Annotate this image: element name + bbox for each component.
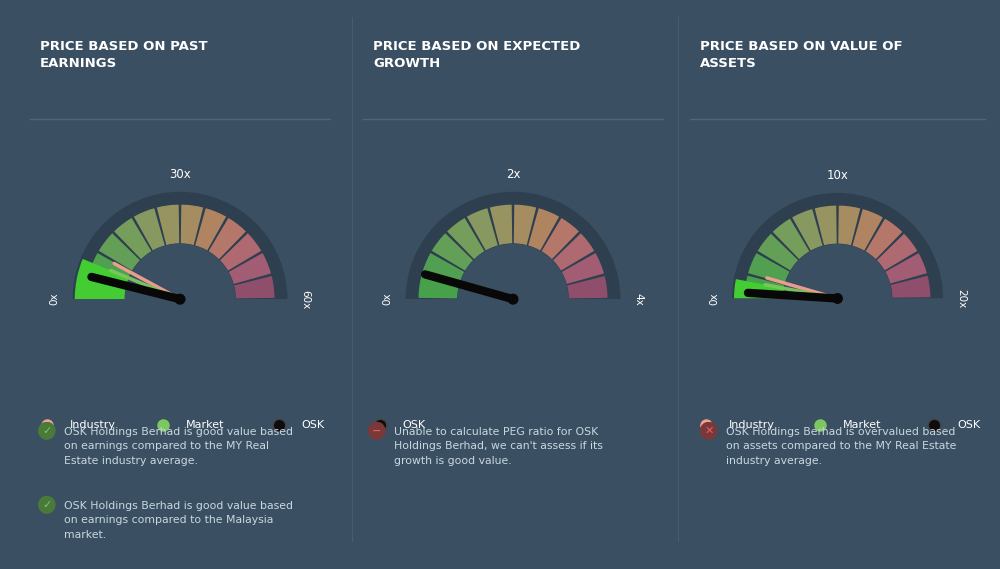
- Wedge shape: [891, 276, 930, 298]
- Wedge shape: [838, 205, 860, 245]
- Text: OSK Holdings Berhad is good value based
on earnings compared to the Malaysia
mar: OSK Holdings Berhad is good value based …: [64, 501, 293, 539]
- Wedge shape: [195, 208, 226, 250]
- Wedge shape: [852, 209, 883, 250]
- Wedge shape: [134, 208, 165, 250]
- Text: 2x: 2x: [506, 168, 520, 181]
- Circle shape: [458, 245, 568, 354]
- Wedge shape: [567, 276, 608, 298]
- Circle shape: [39, 422, 55, 439]
- Text: OSK Holdings Berhad is good value based
on earnings compared to the MY Real
Esta: OSK Holdings Berhad is good value based …: [64, 427, 293, 465]
- Text: PEG: PEG: [482, 332, 508, 342]
- Text: 0x: 0x: [382, 293, 392, 306]
- Wedge shape: [542, 218, 579, 259]
- Circle shape: [833, 294, 842, 303]
- Wedge shape: [209, 218, 246, 259]
- Wedge shape: [562, 253, 604, 284]
- Text: OSK Holdings Berhad is overvalued based
on assets compared to the MY Real Estate: OSK Holdings Berhad is overvalued based …: [726, 427, 956, 465]
- Wedge shape: [406, 299, 620, 407]
- Wedge shape: [73, 299, 287, 407]
- Text: ✓: ✓: [42, 426, 51, 436]
- Wedge shape: [406, 192, 620, 299]
- Text: PRICE BASED ON PAST
EARNINGS: PRICE BASED ON PAST EARNINGS: [40, 40, 208, 70]
- Wedge shape: [89, 253, 131, 284]
- Text: OSK: OSK: [957, 420, 980, 430]
- Text: 0.4: 0.4: [832, 319, 891, 352]
- Wedge shape: [418, 276, 459, 298]
- Text: Market: Market: [186, 420, 224, 430]
- Wedge shape: [234, 276, 275, 298]
- Text: OSK: OSK: [302, 420, 325, 430]
- Wedge shape: [432, 233, 473, 271]
- Wedge shape: [467, 208, 498, 250]
- Text: Industry: Industry: [729, 420, 775, 430]
- Wedge shape: [748, 253, 790, 283]
- Wedge shape: [85, 276, 126, 298]
- Text: Market: Market: [843, 420, 882, 430]
- Text: Unable to calculate PEG ratio for OSK
Holdings Berhad, we can't assess if its
gr: Unable to calculate PEG ratio for OSK Ho…: [394, 427, 603, 465]
- Wedge shape: [877, 234, 917, 270]
- Wedge shape: [514, 205, 536, 245]
- Wedge shape: [114, 218, 151, 259]
- Circle shape: [784, 245, 891, 352]
- Text: x: x: [521, 327, 527, 336]
- Circle shape: [701, 422, 717, 439]
- Wedge shape: [732, 299, 943, 404]
- Wedge shape: [866, 218, 902, 259]
- Wedge shape: [732, 193, 943, 299]
- Wedge shape: [745, 276, 784, 298]
- Wedge shape: [528, 208, 559, 250]
- Text: PB: PB: [814, 331, 832, 340]
- Text: Industry: Industry: [70, 420, 116, 430]
- Wedge shape: [181, 205, 203, 245]
- Text: –: –: [508, 320, 524, 353]
- Text: 4x: 4x: [634, 293, 644, 306]
- Text: x: x: [194, 327, 201, 336]
- Wedge shape: [553, 233, 594, 271]
- Text: 4.7: 4.7: [175, 320, 234, 353]
- Text: 10x: 10x: [827, 170, 848, 183]
- Wedge shape: [758, 234, 798, 270]
- Text: OSK: OSK: [403, 420, 426, 430]
- Text: 30x: 30x: [169, 168, 191, 181]
- Wedge shape: [815, 205, 837, 245]
- Wedge shape: [792, 209, 823, 250]
- Text: 0x: 0x: [709, 292, 719, 305]
- Circle shape: [508, 294, 518, 304]
- Wedge shape: [490, 205, 512, 245]
- Wedge shape: [422, 253, 464, 284]
- Text: 20x: 20x: [956, 289, 966, 308]
- Wedge shape: [220, 233, 261, 271]
- Wedge shape: [229, 253, 271, 284]
- Wedge shape: [885, 253, 927, 283]
- Circle shape: [369, 422, 385, 439]
- Text: ✕: ✕: [704, 426, 713, 436]
- Text: 60x: 60x: [301, 290, 311, 309]
- Text: PE: PE: [157, 332, 175, 342]
- Text: x: x: [851, 325, 858, 335]
- Text: 0x: 0x: [49, 293, 59, 306]
- Text: −: −: [372, 426, 381, 436]
- Wedge shape: [734, 279, 792, 299]
- Wedge shape: [157, 205, 179, 245]
- Text: PRICE BASED ON VALUE OF
ASSETS: PRICE BASED ON VALUE OF ASSETS: [700, 40, 903, 70]
- Wedge shape: [447, 218, 484, 259]
- Wedge shape: [773, 218, 809, 259]
- Wedge shape: [99, 233, 140, 271]
- Circle shape: [175, 294, 185, 304]
- Text: PRICE BASED ON EXPECTED
GROWTH: PRICE BASED ON EXPECTED GROWTH: [373, 40, 580, 70]
- Text: ✓: ✓: [42, 500, 51, 510]
- Circle shape: [125, 245, 235, 354]
- Wedge shape: [75, 259, 136, 299]
- Circle shape: [39, 496, 55, 513]
- Wedge shape: [73, 192, 287, 299]
